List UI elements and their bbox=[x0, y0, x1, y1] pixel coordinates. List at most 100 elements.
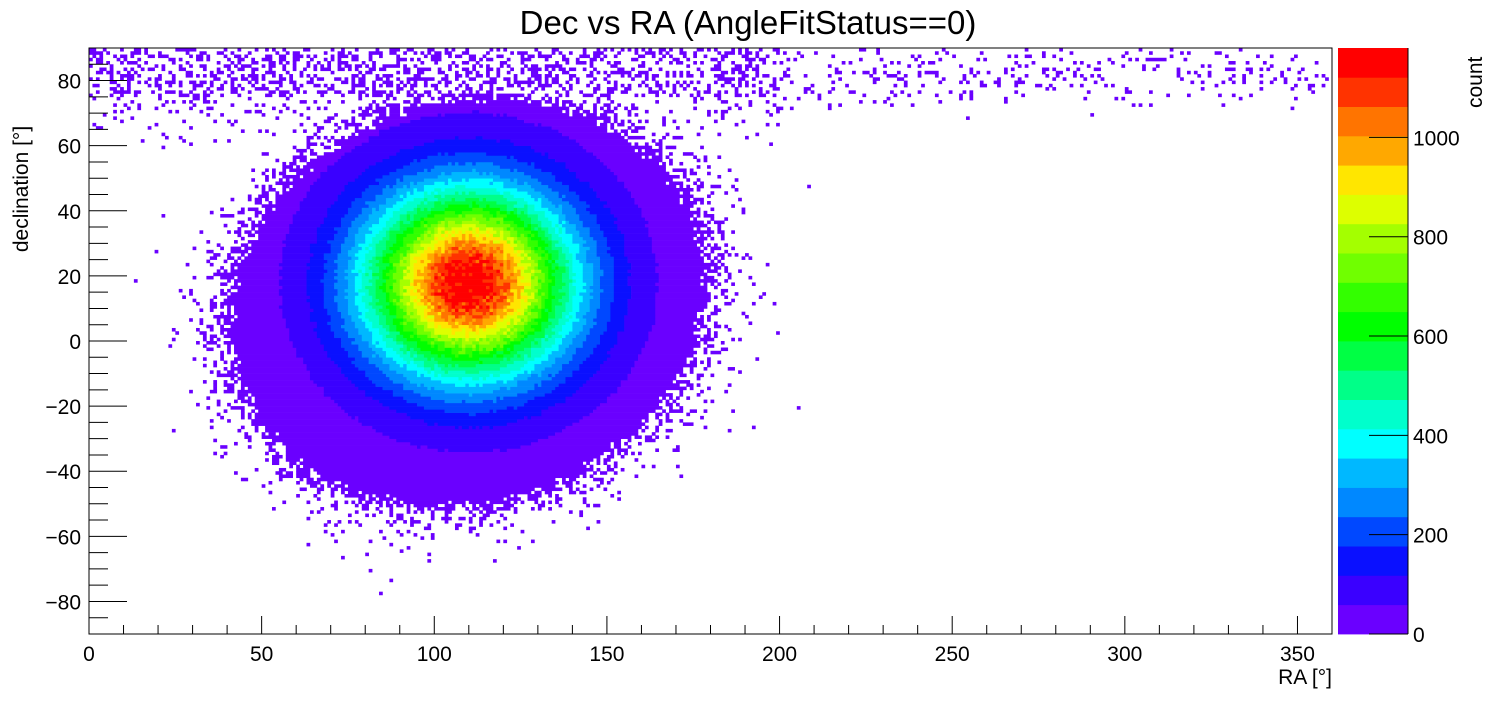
heatmap-cell bbox=[492, 409, 497, 413]
heatmap-cell bbox=[216, 373, 238, 378]
heatmap-cell bbox=[423, 363, 435, 368]
heatmap-cell bbox=[1062, 77, 1067, 81]
heatmap-cell bbox=[537, 243, 549, 247]
heatmap-cell bbox=[451, 337, 456, 342]
heatmap-cell bbox=[441, 77, 449, 81]
heatmap-cell bbox=[234, 347, 297, 352]
heatmap-cell bbox=[389, 308, 397, 312]
heatmap-cell bbox=[261, 152, 269, 156]
heatmap-cell bbox=[475, 305, 480, 309]
heatmap-cell bbox=[665, 399, 670, 404]
heatmap-cell bbox=[417, 318, 421, 322]
heatmap-cell bbox=[496, 314, 501, 319]
heatmap-cell bbox=[237, 256, 242, 260]
heatmap-cell bbox=[306, 61, 311, 65]
heatmap-cell bbox=[579, 419, 642, 423]
heatmap-cell bbox=[555, 500, 559, 505]
heatmap-cell bbox=[707, 227, 711, 231]
heatmap-cell bbox=[551, 279, 556, 283]
heatmap-cell bbox=[738, 77, 746, 81]
heatmap-cell bbox=[265, 178, 269, 182]
heatmap-cell bbox=[434, 279, 445, 283]
heatmap-cell bbox=[240, 383, 318, 387]
heatmap-cell bbox=[313, 494, 318, 498]
heatmap-cell bbox=[303, 458, 594, 462]
heatmap-cell bbox=[613, 113, 618, 117]
heatmap-cell bbox=[537, 311, 542, 316]
heatmap-cell bbox=[389, 311, 397, 316]
heatmap-cell bbox=[330, 70, 335, 75]
heatmap-cell bbox=[161, 214, 166, 218]
heatmap-cell bbox=[506, 347, 511, 352]
heatmap-cell bbox=[220, 415, 224, 420]
heatmap-cell bbox=[406, 113, 439, 117]
heatmap-cell bbox=[192, 96, 200, 101]
heatmap-cell bbox=[406, 191, 411, 195]
heatmap-cell bbox=[534, 327, 542, 332]
heatmap-cell bbox=[617, 389, 666, 394]
heatmap-cell bbox=[396, 298, 401, 303]
heatmap-cell bbox=[537, 288, 549, 293]
heatmap-cell bbox=[285, 61, 290, 65]
heatmap-cell bbox=[492, 301, 497, 306]
heatmap-cell bbox=[375, 74, 380, 78]
heatmap-cell bbox=[524, 357, 535, 361]
heatmap-cell bbox=[720, 113, 725, 117]
heatmap-cell bbox=[309, 311, 328, 316]
heatmap-cell bbox=[368, 494, 373, 498]
heatmap-cell bbox=[517, 249, 521, 254]
heatmap-cell bbox=[441, 249, 445, 254]
heatmap-cell bbox=[596, 100, 601, 104]
heatmap-cell bbox=[396, 187, 414, 192]
heatmap-cell bbox=[413, 269, 418, 273]
heatmap-cell bbox=[741, 311, 746, 316]
heatmap-cell bbox=[586, 148, 635, 153]
heatmap-cell bbox=[337, 158, 383, 163]
heatmap-cell bbox=[655, 301, 708, 306]
heatmap-cell bbox=[420, 217, 425, 221]
heatmap-cell bbox=[593, 350, 608, 355]
heatmap-cell bbox=[461, 327, 466, 332]
heatmap-cell bbox=[644, 51, 656, 55]
heatmap-cell bbox=[479, 109, 563, 114]
heatmap-cell bbox=[358, 292, 366, 296]
heatmap-cell bbox=[430, 376, 459, 381]
heatmap-cell bbox=[441, 373, 490, 378]
heatmap-cell bbox=[192, 103, 197, 107]
heatmap-cell bbox=[579, 103, 584, 107]
heatmap-cell bbox=[213, 139, 218, 143]
heatmap-cell bbox=[589, 308, 597, 312]
heatmap-cell bbox=[410, 256, 414, 260]
heatmap-cell bbox=[334, 282, 349, 286]
heatmap-cell bbox=[389, 331, 401, 335]
heatmap-cell bbox=[417, 363, 425, 368]
heatmap-cell bbox=[565, 61, 570, 65]
heatmap-cell bbox=[503, 243, 511, 247]
heatmap-cell bbox=[600, 266, 615, 270]
heatmap-cell bbox=[365, 311, 376, 316]
heatmap-cell bbox=[109, 67, 114, 72]
heatmap-cell bbox=[454, 282, 463, 286]
heatmap-cell bbox=[285, 458, 300, 462]
heatmap-cell bbox=[171, 74, 176, 78]
heatmap-cell bbox=[309, 158, 338, 163]
heatmap-cell bbox=[486, 57, 494, 62]
heatmap-cell bbox=[751, 83, 756, 88]
colorbar-tick-label: 800 bbox=[1413, 227, 1448, 250]
heatmap-cell bbox=[444, 513, 449, 518]
heatmap-cell bbox=[451, 318, 456, 322]
heatmap-cell bbox=[534, 386, 556, 391]
heatmap-cell bbox=[758, 90, 763, 94]
heatmap-cell bbox=[1207, 70, 1212, 75]
heatmap-cell bbox=[237, 83, 242, 88]
heatmap-cell bbox=[641, 428, 646, 433]
heatmap-cell bbox=[1224, 67, 1236, 72]
heatmap-cell bbox=[890, 103, 894, 107]
heatmap-cell bbox=[1142, 67, 1146, 72]
heatmap-cell bbox=[126, 80, 131, 85]
heatmap-cell bbox=[465, 334, 470, 339]
heatmap-cell bbox=[182, 295, 186, 299]
heatmap-cell bbox=[251, 419, 359, 423]
heatmap-cell bbox=[468, 308, 473, 312]
heatmap-cell bbox=[482, 135, 570, 140]
